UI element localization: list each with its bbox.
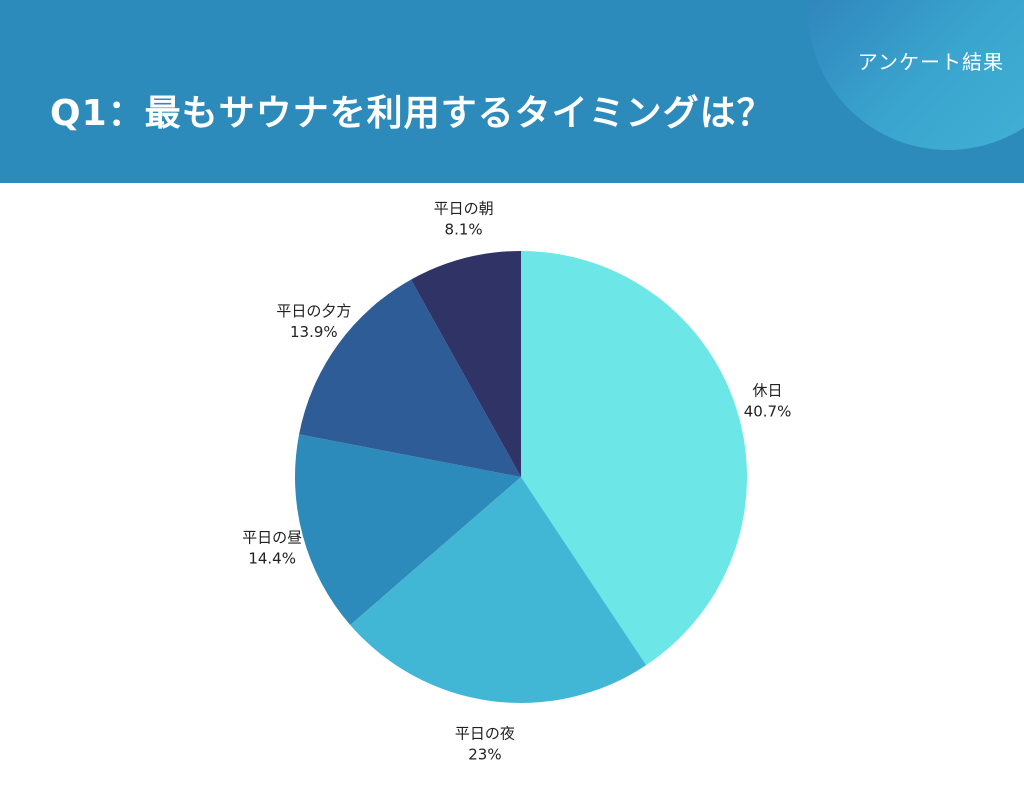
slice-label-category: 平日の昼 [242,528,302,546]
header-banner: アンケート結果 Q1：最もサウナを利用するタイミングは？ [0,0,1024,183]
slice-label-category: 平日の夕方 [276,302,351,320]
pie-slice-4 [299,279,521,477]
pie-slice-3 [295,434,521,625]
pie-slice-2 [350,477,647,704]
slice-label-category: 休日 [753,381,783,399]
decorative-circle [808,0,1024,150]
slice-label-percent: 40.7% [744,402,792,420]
pie-slice-5 [410,251,521,477]
slice-label-percent: 13.9% [290,323,338,341]
slice-label-percent: 14.4% [248,549,296,567]
page-title: Q1：最もサウナを利用するタイミングは？ [50,93,774,134]
slice-label-percent: 23% [468,746,501,764]
pie-slice-1 [521,251,748,666]
slice-label-category: 平日の朝 [434,200,494,218]
slice-label-category: 平日の夜 [455,725,515,743]
pie-chart: 休日 40.7% 平日の夜 23% 平日の昼 14.4% 平日の夕方 13.9% 平日の朝 8.1… [242,200,792,764]
slice-label-percent: 8.1% [445,221,483,239]
survey-results-badge: アンケート結果 [857,50,1004,74]
